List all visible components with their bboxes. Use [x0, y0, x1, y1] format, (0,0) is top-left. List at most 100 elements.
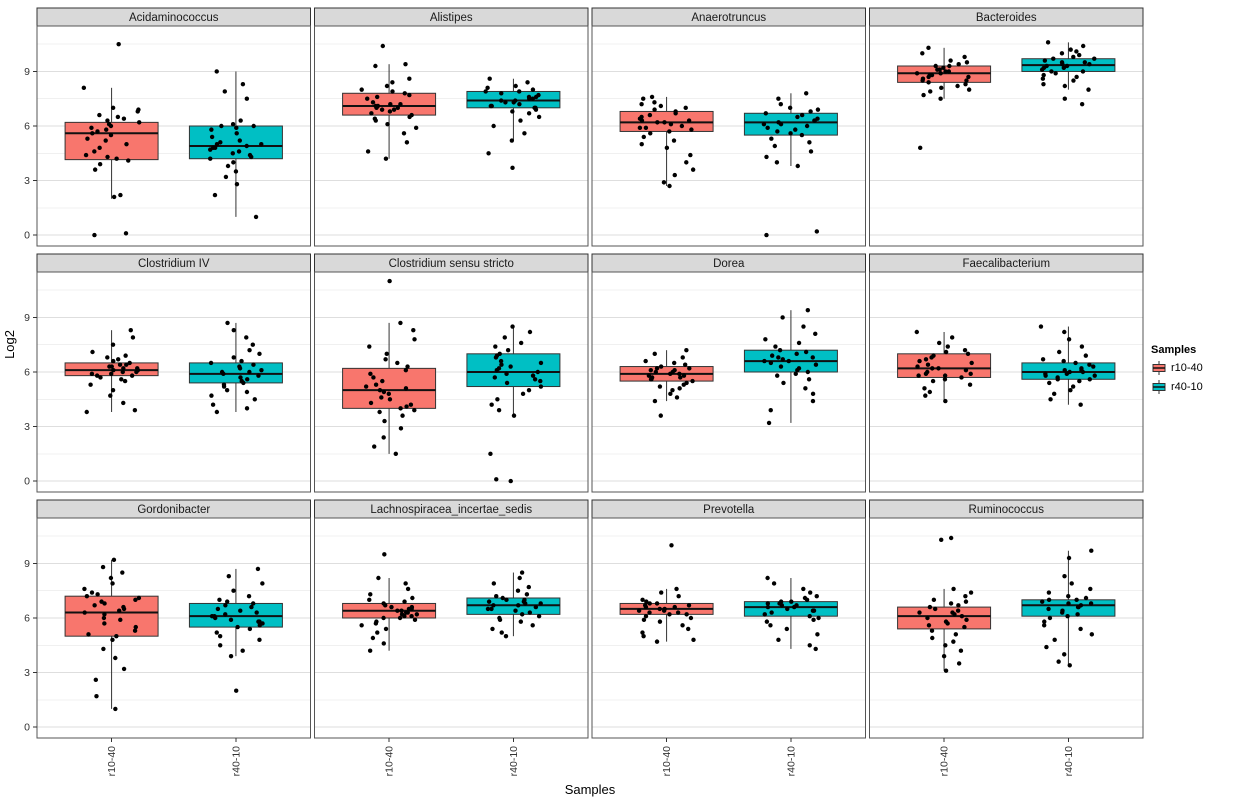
data-point — [657, 606, 662, 612]
data-point — [403, 581, 408, 586]
data-point — [951, 639, 956, 644]
data-point — [652, 100, 657, 105]
data-point — [120, 369, 125, 375]
data-point — [219, 123, 224, 129]
data-point — [1092, 56, 1097, 61]
data-point — [684, 612, 689, 617]
data-point — [664, 145, 670, 151]
facet-title: Gordonibacter — [137, 504, 210, 516]
data-point — [916, 373, 921, 378]
data-point — [536, 613, 542, 619]
data-point — [926, 623, 932, 628]
data-point — [939, 85, 944, 91]
data-point — [964, 60, 970, 65]
data-point — [132, 628, 138, 633]
data-point — [407, 92, 412, 98]
data-point — [951, 586, 956, 592]
data-point — [795, 114, 800, 120]
data-point — [938, 96, 943, 101]
data-point — [129, 373, 135, 378]
facet-clostridium-iv: Clostridium IV 0 3 6 9 — [24, 253, 311, 493]
data-point — [678, 375, 683, 380]
data-point — [114, 633, 119, 639]
data-point — [244, 96, 250, 101]
data-point — [655, 120, 660, 125]
data-point — [667, 129, 672, 134]
boxplot-r40-10 — [1021, 324, 1116, 407]
data-point — [384, 351, 389, 357]
facet-lachnospiracea-incertae-sedis: Lachnospiracea_incertae_sedis r10-40 r40-1… — [314, 499, 589, 776]
data-point — [1083, 595, 1089, 601]
facet-title: Lachnospiracea_incertae_sedis — [370, 504, 532, 516]
data-point — [1046, 597, 1052, 603]
data-point — [370, 635, 376, 641]
legend-items: r10-40 r40-10 — [1151, 360, 1203, 395]
data-point — [923, 371, 929, 377]
data-point — [508, 364, 513, 369]
data-point — [509, 138, 515, 143]
data-point — [402, 599, 407, 604]
data-point — [483, 89, 488, 94]
data-point — [123, 231, 129, 236]
data-point — [411, 327, 416, 333]
data-point — [1074, 597, 1079, 603]
data-point — [948, 601, 954, 606]
data-point — [674, 586, 679, 592]
y-tick-label: 6 — [24, 121, 30, 133]
data-point — [402, 613, 407, 619]
data-point — [966, 87, 972, 92]
data-point — [524, 592, 530, 597]
x-tick-label: r10-40 — [106, 746, 118, 777]
data-point — [766, 420, 772, 426]
data-point — [122, 378, 128, 384]
data-point — [803, 91, 809, 96]
data-point — [683, 105, 688, 111]
data-point — [368, 592, 373, 597]
data-point — [1051, 56, 1056, 61]
legend-title: Samples — [1151, 344, 1197, 356]
data-point — [376, 575, 381, 581]
data-point — [914, 71, 920, 76]
data-point — [915, 364, 920, 369]
data-point — [686, 626, 691, 632]
data-point — [964, 78, 969, 83]
data-point — [530, 623, 535, 628]
x-tick-label: r40-10 — [230, 746, 242, 777]
data-point — [367, 597, 372, 603]
data-point — [90, 131, 95, 136]
data-point — [499, 91, 504, 96]
data-point — [135, 109, 140, 114]
data-point — [259, 141, 264, 147]
data-point — [538, 384, 544, 389]
data-point — [246, 593, 252, 599]
data-point — [499, 630, 504, 635]
data-point — [808, 109, 813, 114]
data-point — [959, 375, 964, 380]
facet-title: Prevotella — [703, 504, 755, 516]
data-point — [497, 617, 503, 623]
data-point — [92, 149, 97, 154]
data-point — [226, 573, 232, 579]
data-point — [214, 69, 219, 74]
data-point — [968, 590, 974, 595]
x-tick-label: r40-10 — [1063, 746, 1075, 777]
data-point — [799, 132, 805, 138]
data-point — [398, 101, 403, 107]
data-point — [405, 586, 411, 592]
data-point — [958, 648, 964, 653]
data-point — [1041, 623, 1047, 628]
data-point — [119, 377, 124, 382]
data-point — [234, 125, 239, 131]
data-point — [92, 232, 97, 238]
data-point — [929, 628, 935, 633]
data-point — [1066, 593, 1071, 599]
data-point — [374, 94, 380, 100]
data-point — [519, 570, 525, 575]
data-point — [228, 653, 234, 659]
legend-item-r40-10: r40-10 — [1151, 379, 1203, 395]
data-point — [942, 377, 948, 382]
data-point — [373, 118, 378, 123]
data-point — [795, 367, 800, 373]
data-point — [1074, 74, 1079, 80]
data-point — [489, 402, 494, 407]
